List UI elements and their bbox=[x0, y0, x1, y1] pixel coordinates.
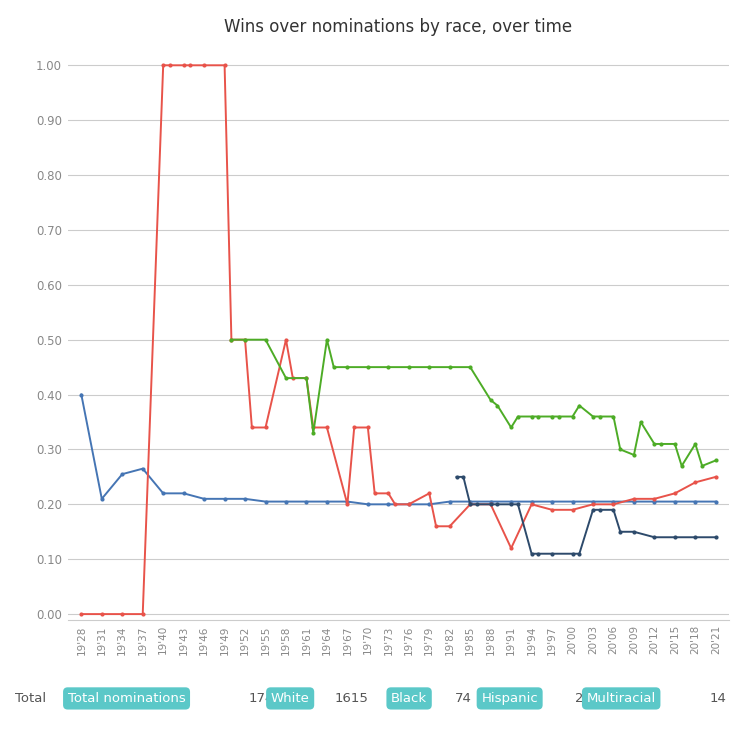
Text: White: White bbox=[271, 692, 310, 705]
Text: 1615: 1615 bbox=[335, 692, 368, 705]
Text: Total: Total bbox=[15, 692, 46, 705]
Text: Hispanic: Hispanic bbox=[481, 692, 538, 705]
Text: Black: Black bbox=[391, 692, 427, 705]
Text: Multiracial: Multiracial bbox=[587, 692, 656, 705]
Text: 14: 14 bbox=[709, 692, 726, 705]
Text: 29: 29 bbox=[575, 692, 591, 705]
Title: Wins over nominations by race, over time: Wins over nominations by race, over time bbox=[225, 18, 572, 36]
Text: Total nominations: Total nominations bbox=[68, 692, 186, 705]
Text: 1748: 1748 bbox=[249, 692, 283, 705]
Text: 74: 74 bbox=[455, 692, 472, 705]
